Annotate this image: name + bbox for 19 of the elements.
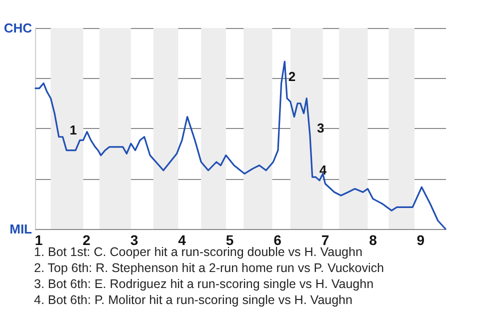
x-tick-label: 5: [226, 232, 234, 248]
text: 3. Bot 6th: E. Rodriguez hit a run-scoring single vs H. Vaughn: [34, 276, 375, 292]
x-tick-label: 9: [416, 232, 425, 248]
annotation: 4: [319, 162, 328, 178]
x-tick-label: 7: [321, 232, 330, 248]
text: CHC: [4, 20, 33, 36]
x-tick-label: 3: [130, 232, 138, 248]
x-tick-label: 4: [178, 232, 186, 248]
text: MIL: [10, 222, 32, 236]
text: 4. Bot 6th: P. Molitor hit a run-scoring single vs H. Vaughn: [34, 292, 354, 308]
text: 1. Bot 1st: C. Cooper hit a run-scoring double vs H. Vaughn: [34, 245, 362, 259]
text: 2. Top 6th: R. Stephenson hit a 2-run home run vs P. Vuckovich: [34, 260, 384, 276]
x-tick-label: 8: [369, 232, 378, 248]
x-tick-label: 6: [274, 232, 282, 248]
x-tick-label: 2: [82, 232, 91, 248]
annotation: 2: [288, 68, 296, 84]
x-tick-label: 1: [34, 232, 43, 248]
annotation: 1: [70, 122, 77, 138]
annotation: 3: [316, 120, 324, 136]
